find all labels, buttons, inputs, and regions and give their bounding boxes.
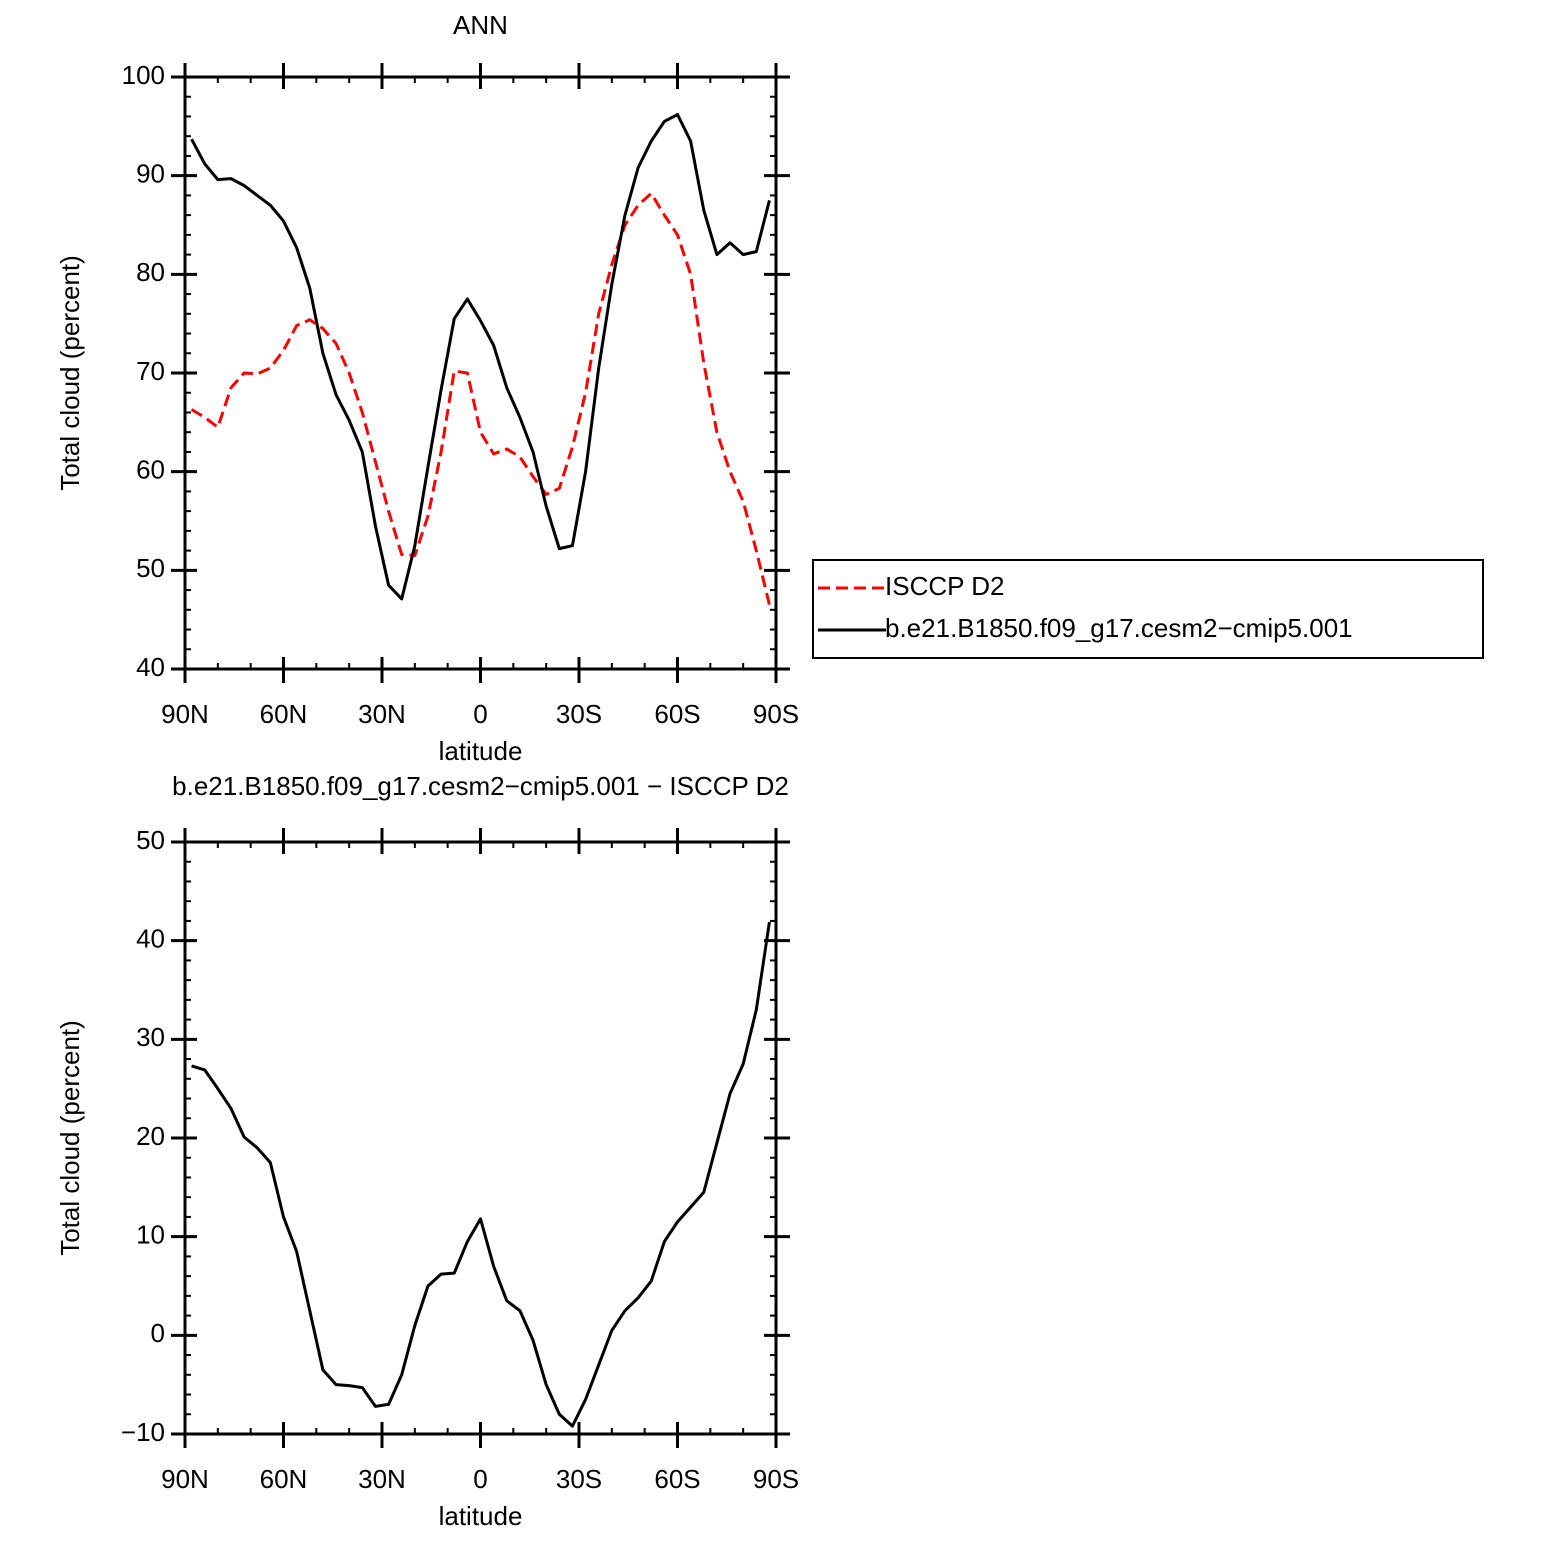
x-axis-label: latitude: [439, 736, 523, 766]
x-axis-label: latitude: [439, 1501, 523, 1531]
x-tick-label: 60S: [654, 699, 700, 729]
x-tick-label: 0: [473, 699, 487, 729]
y-tick-label: 60: [136, 455, 165, 485]
y-tick-label: 70: [136, 356, 165, 386]
legend-label: b.e21.B1850.f09_g17.cesm2−cmip5.001: [885, 613, 1353, 643]
x-tick-label: 60N: [260, 1464, 308, 1494]
y-tick-label: −10: [121, 1417, 165, 1447]
data-line: [191, 921, 771, 1428]
chart-title: b.e21.B1850.f09_g17.cesm2−cmip5.001 − IS…: [172, 771, 789, 801]
x-tick-label: 60N: [260, 699, 308, 729]
y-tick-label: 50: [136, 553, 165, 583]
y-axis-label: Total cloud (percent): [55, 255, 85, 491]
x-tick-label: 0: [473, 1464, 487, 1494]
data-line: [190, 112, 771, 601]
plot-frame: [183, 75, 778, 671]
x-tick-label: 60S: [654, 1464, 700, 1494]
data-line: [190, 191, 771, 606]
x-tick-label: 90N: [161, 699, 209, 729]
y-tick-label: 20: [136, 1121, 165, 1151]
y-tick-label: 80: [136, 257, 165, 287]
y-tick-label: 90: [136, 159, 165, 189]
y-axis-label: Total cloud (percent): [55, 1020, 85, 1256]
x-tick-label: 30N: [358, 699, 406, 729]
x-tick-label: 30S: [556, 699, 602, 729]
y-tick-label: 40: [136, 924, 165, 954]
y-tick-label: 0: [151, 1318, 165, 1348]
x-tick-label: 30S: [556, 1464, 602, 1494]
y-tick-label: 100: [122, 60, 165, 90]
x-tick-label: 90S: [753, 699, 799, 729]
legend-box: [812, 559, 1484, 659]
chart-title: ANN: [453, 10, 508, 40]
x-tick-label: 30N: [358, 1464, 406, 1494]
legend-label: ISCCP D2: [885, 571, 1004, 601]
plot-frame: [183, 840, 778, 1436]
y-tick-label: 40: [136, 652, 165, 682]
y-tick-label: 30: [136, 1022, 165, 1052]
x-tick-label: 90S: [753, 1464, 799, 1494]
y-tick-label: 50: [136, 825, 165, 855]
x-tick-label: 90N: [161, 1464, 209, 1494]
y-tick-label: 10: [136, 1220, 165, 1250]
